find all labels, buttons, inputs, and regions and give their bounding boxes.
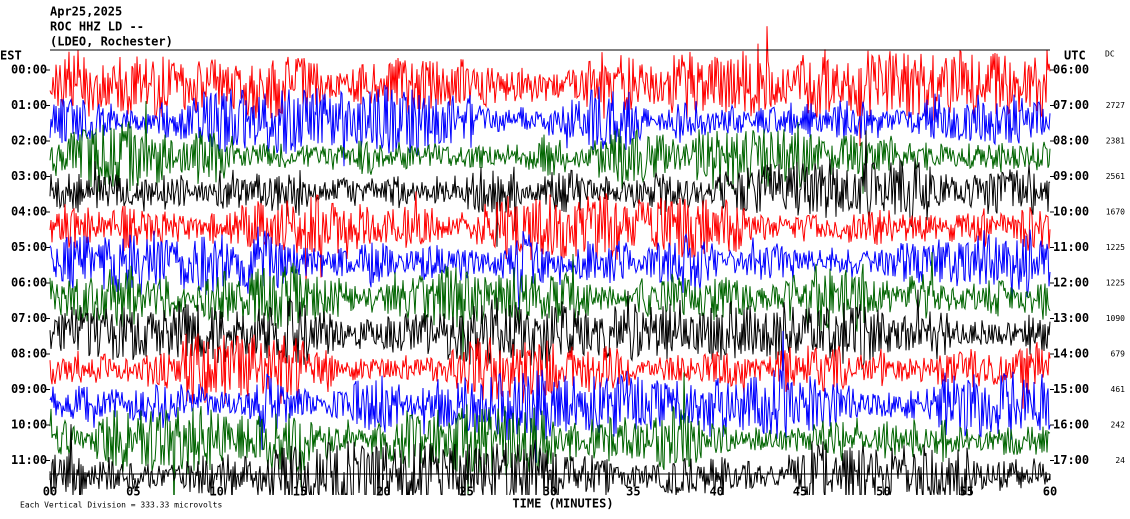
x-tick-label: 40: [709, 485, 723, 499]
x-tick-label: 35: [626, 485, 640, 499]
x-tick-label: 60: [1043, 485, 1057, 499]
trace: [49, 191, 1051, 284]
trace: [49, 226, 1051, 310]
dc-value: 24: [1115, 456, 1125, 465]
utc-label: 16:00: [1053, 418, 1089, 432]
x-tick-label: 10: [209, 485, 223, 499]
utc-label: 08:00: [1053, 134, 1089, 148]
right-axis-label: UTC: [1064, 49, 1086, 63]
utc-label: 09:00: [1053, 169, 1089, 183]
x-tick-label: 45: [793, 485, 807, 499]
dc-value: 242: [1111, 421, 1126, 430]
trace: [49, 100, 1051, 194]
trace: [49, 333, 1051, 409]
left-axis-label: EST: [0, 49, 22, 63]
x-tick-label: 05: [126, 485, 140, 499]
dc-value: 1670: [1106, 208, 1125, 217]
trace: [49, 330, 1051, 463]
utc-label: 06:00: [1053, 63, 1089, 77]
dc-value: 2727: [1106, 101, 1125, 110]
est-label: 07:00: [11, 311, 47, 325]
utc-label: 11:00: [1053, 240, 1089, 254]
trace: [49, 130, 1051, 247]
trace: [49, 372, 1051, 495]
dc-value: 1090: [1106, 314, 1125, 323]
dc-value: 2561: [1106, 172, 1125, 181]
dc-label: DC: [1105, 50, 1115, 59]
x-tick-label: 25: [459, 485, 473, 499]
est-label: 10:00: [11, 418, 47, 432]
est-label: 00:00: [11, 63, 47, 77]
dc-value: 1225: [1106, 243, 1125, 252]
trace: [49, 84, 1051, 167]
est-label: 02:00: [11, 134, 47, 148]
est-label: 08:00: [11, 347, 47, 361]
utc-label: 12:00: [1053, 276, 1089, 290]
header-line: (LDEO, Rochester): [50, 35, 173, 49]
utc-label: 13:00: [1053, 311, 1089, 325]
x-tick-label: 00: [43, 485, 57, 499]
x-tick-label: 15: [293, 485, 307, 499]
est-label: 06:00: [11, 276, 47, 290]
trace: [49, 26, 1051, 147]
dc-value: 679: [1111, 350, 1126, 359]
utc-label: 15:00: [1053, 382, 1089, 396]
dc-value: 461: [1111, 385, 1126, 394]
x-tick-label: 55: [959, 485, 973, 499]
est-label: 05:00: [11, 240, 47, 254]
trace: [49, 251, 1051, 361]
utc-label: 17:00: [1053, 453, 1089, 467]
utc-label: 10:00: [1053, 205, 1089, 219]
utc-label: 07:00: [1053, 98, 1089, 112]
est-label: 11:00: [11, 453, 47, 467]
header-line: Apr25,2025: [50, 5, 122, 19]
dc-value: 2381: [1106, 137, 1125, 146]
dc-value: 1225: [1106, 279, 1125, 288]
header-line: ROC HHZ LD --: [50, 20, 144, 34]
est-label: 04:00: [11, 205, 47, 219]
est-label: 09:00: [11, 382, 47, 396]
footnote: Each Vertical Division = 333.33 microvol…: [20, 501, 222, 510]
utc-label: 14:00: [1053, 347, 1089, 361]
est-label: 03:00: [11, 169, 47, 183]
trace: [49, 289, 1051, 371]
traces: [49, 26, 1051, 495]
est-label: 01:00: [11, 98, 47, 112]
x-axis-label: TIME (MINUTES): [512, 497, 613, 511]
x-tick-label: 50: [876, 485, 890, 499]
x-tick-label: 30: [543, 485, 557, 499]
x-tick-label: 20: [376, 485, 390, 499]
